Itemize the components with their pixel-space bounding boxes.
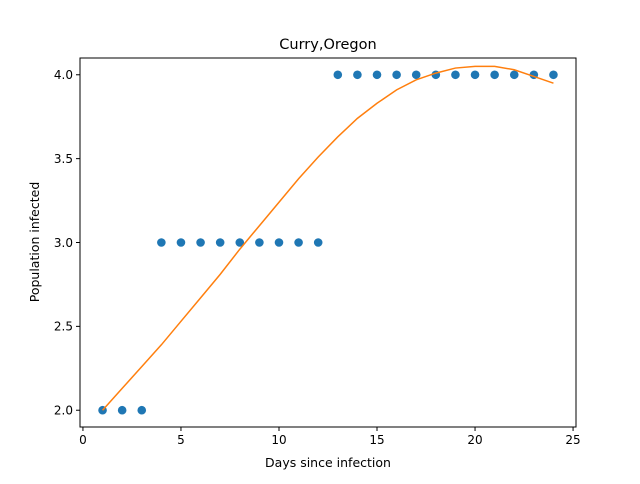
data-point (137, 405, 147, 415)
y-axis: 2.0 2.5 3.0 3.5 4.0 (54, 68, 80, 418)
x-tick-label: 15 (369, 433, 384, 447)
data-point (509, 70, 519, 80)
data-point (235, 238, 245, 247)
data-point (255, 238, 264, 247)
x-axis-label: Days since infection (265, 455, 391, 470)
data-point (117, 405, 127, 415)
data-point (353, 70, 362, 80)
x-tick-label: 0 (79, 433, 87, 447)
data-point (451, 70, 460, 80)
data-point (196, 238, 205, 247)
x-axis: 0 5 10 15 20 25 (79, 427, 581, 447)
data-point (176, 238, 186, 247)
data-point (294, 238, 303, 247)
y-tick-label: 3.0 (54, 236, 73, 250)
data-point (333, 70, 343, 80)
x-tick-label: 20 (467, 433, 482, 447)
data-point (470, 70, 480, 80)
y-tick-label: 2.5 (54, 320, 73, 334)
x-tick-label: 5 (177, 433, 185, 447)
data-point (392, 70, 401, 80)
data-point (157, 238, 166, 247)
chart-title: Curry,Oregon (279, 37, 376, 53)
plot-area (98, 65, 558, 415)
y-tick-label: 2.0 (54, 404, 73, 418)
data-point (372, 70, 382, 80)
y-tick-label: 4.0 (54, 68, 73, 82)
data-point (313, 238, 323, 247)
fit-line (101, 65, 554, 411)
x-tick-label: 10 (271, 433, 286, 447)
y-axis-label: Population infected (27, 182, 42, 303)
data-point (549, 70, 558, 80)
data-point (274, 238, 284, 247)
data-point (490, 70, 499, 80)
x-tick-label: 25 (565, 433, 580, 447)
data-point (411, 70, 421, 80)
data-point (215, 238, 225, 247)
y-tick-label: 3.5 (54, 152, 73, 166)
